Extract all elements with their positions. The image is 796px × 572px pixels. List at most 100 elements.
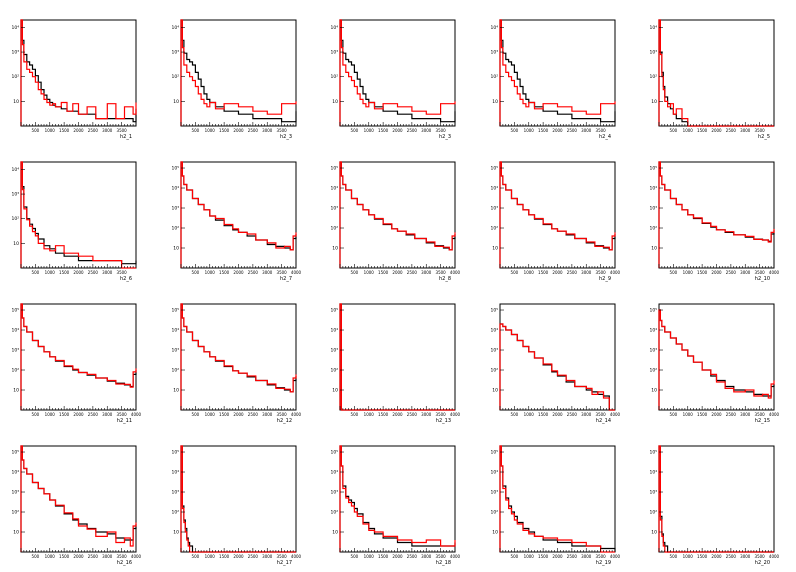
x-tick-label: 1000 (364, 270, 375, 275)
x-tick-label: 2500 (88, 554, 99, 559)
y-tick-label: 10 (492, 246, 498, 252)
y-tick-label: 10² (330, 226, 338, 232)
y-tick-label: 10⁵ (171, 166, 179, 172)
y-tick-label: 10² (490, 74, 498, 80)
x-tick-label: 3000 (740, 554, 751, 559)
x-tick-label: 3000 (740, 270, 751, 275)
y-tick-label: 10² (330, 368, 338, 374)
x-tick-label: 1500 (59, 270, 70, 275)
y-tick-label: 10⁴ (490, 186, 498, 192)
y-tick-label: 10 (492, 530, 498, 536)
plot-frame (339, 445, 456, 553)
x-tick-label: 2500 (726, 412, 737, 417)
y-tick-label: 10³ (649, 490, 657, 496)
y-tick-label: 10 (651, 99, 657, 105)
panel-title: h2_9 (599, 276, 611, 282)
histogram-panel: 500 1000 1500 2000 2500 3000 3500 4000 10 10² 10³ 1… (490, 445, 621, 566)
y-tick-label: 10² (11, 368, 19, 374)
x-tick-label: 3500 (436, 270, 447, 275)
x-tick-label: 4000 (769, 412, 780, 417)
y-tick-label: 10³ (490, 348, 498, 354)
panel-title: h2_14 (596, 418, 611, 424)
x-tick-label: 3500 (117, 412, 128, 417)
x-tick-label: 2000 (392, 128, 403, 133)
plot-frame (180, 445, 297, 553)
histogram-panel: 500 1000 1500 2000 2500 3000 3500 10 10² 10³ 10⁴ h2… (330, 19, 456, 140)
plot-frame (20, 445, 137, 553)
x-tick-label: 1000 (45, 554, 56, 559)
plot-frame (499, 445, 616, 553)
plot-frame (339, 19, 456, 127)
x-tick-label: 1500 (697, 554, 708, 559)
y-tick-label: 10³ (171, 490, 179, 496)
x-tick-label: 500 (511, 412, 519, 417)
red-series-line (499, 161, 616, 268)
y-tick-label: 10³ (490, 206, 498, 212)
histogram-panel: 500 1000 1500 2000 2500 3000 3500 4000 10 10² 10³ 1… (330, 161, 461, 282)
y-tick-label: 10⁵ (649, 166, 657, 172)
histogram-panel: 500 1000 1500 2000 2500 3000 3500 10 10² 10³ 10⁴ h2… (490, 19, 616, 140)
y-tick-label: 10³ (171, 206, 179, 212)
x-tick-label: 500 (351, 270, 359, 275)
x-tick-label: 2000 (73, 554, 84, 559)
x-tick-label: 2000 (552, 128, 563, 133)
x-tick-label: 4000 (131, 554, 142, 559)
y-tick-label: 10⁴ (490, 25, 498, 31)
x-tick-label: 2000 (552, 412, 563, 417)
x-tick-label: 1000 (683, 128, 694, 133)
x-tick-label: 500 (670, 554, 678, 559)
y-tick-label: 10⁵ (490, 308, 498, 314)
y-tick-label: 10 (651, 530, 657, 536)
y-tick-label: 10⁴ (330, 25, 338, 31)
y-tick-label: 10⁵ (490, 450, 498, 456)
y-tick-label: 10³ (171, 50, 179, 56)
x-tick-label: 2000 (73, 128, 84, 133)
x-tick-label: 1500 (538, 412, 549, 417)
plot-frame (658, 445, 775, 553)
y-tick-label: 10⁴ (171, 470, 179, 476)
red-series-line (20, 19, 137, 126)
y-tick-label: 10⁴ (649, 470, 657, 476)
y-tick-label: 10⁴ (649, 328, 657, 334)
histogram-panel: 500 1000 1500 2000 2500 3000 3500 4000 10 10² 10³ 1… (649, 445, 780, 566)
x-tick-label: 2000 (392, 412, 403, 417)
red-series-line (339, 445, 456, 552)
y-tick-label: 10⁴ (171, 25, 179, 31)
x-tick-label: 2000 (233, 270, 244, 275)
y-tick-label: 10 (13, 388, 19, 394)
x-tick-label: 1000 (524, 270, 535, 275)
y-tick-label: 10 (332, 530, 338, 536)
histogram-panel: 500 1000 1500 2000 2500 3000 3500 4000 10 10² 10³ 1… (11, 445, 142, 566)
x-tick-label: 500 (32, 270, 40, 275)
x-tick-label: 2500 (567, 554, 578, 559)
y-tick-label: 10² (649, 368, 657, 374)
y-tick-label: 10 (332, 388, 338, 394)
red-series-line (20, 161, 136, 269)
x-tick-label: 1000 (364, 128, 375, 133)
x-tick-label: 2500 (407, 270, 418, 275)
y-tick-label: 10⁴ (11, 470, 19, 476)
x-tick-label: 1000 (45, 128, 56, 133)
x-tick-label: 1000 (45, 270, 56, 275)
x-tick-label: 3000 (581, 412, 592, 417)
x-tick-label: 500 (351, 412, 359, 417)
x-tick-label: 3000 (102, 128, 113, 133)
x-tick-label: 3500 (755, 554, 766, 559)
x-tick-label: 1000 (205, 270, 216, 275)
x-tick-label: 3000 (262, 128, 273, 133)
y-tick-label: 10 (492, 99, 498, 105)
x-tick-label: 2000 (73, 412, 84, 417)
histogram-panel: 500 1000 1500 2000 2500 3000 3500 4000 10 10² 10³ 1… (330, 303, 461, 424)
red-series-line (499, 19, 616, 126)
x-tick-label: 2500 (407, 128, 418, 133)
x-tick-label: 1000 (524, 128, 535, 133)
y-tick-label: 10⁴ (330, 470, 338, 476)
y-tick-label: 10² (11, 510, 19, 516)
x-tick-label: 1000 (364, 412, 375, 417)
y-tick-label: 10⁵ (330, 450, 338, 456)
y-tick-label: 10⁴ (11, 25, 19, 31)
x-tick-label: 2500 (248, 554, 259, 559)
red-series-line (658, 309, 775, 410)
x-tick-label: 4000 (610, 270, 621, 275)
histogram-panel: 500 1000 1500 2000 2500 3000 3500 4000 10 10² 10³ 1… (330, 445, 461, 566)
